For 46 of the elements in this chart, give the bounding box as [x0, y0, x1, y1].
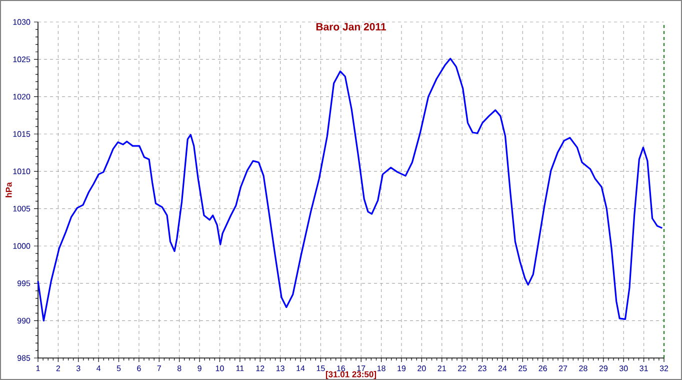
x-tick-label: 19	[398, 366, 406, 372]
x-axis-title: [31.01 23:50]	[326, 371, 376, 379]
x-tick-label: 21	[438, 366, 446, 372]
y-tick-label: 990	[17, 318, 30, 324]
y-tick-label: 1020	[13, 94, 30, 100]
x-tick-label: 25	[518, 366, 527, 372]
y-tick-label: 1010	[13, 168, 30, 174]
x-tick-label: 1	[36, 366, 40, 372]
y-tick-label: 1015	[13, 131, 30, 137]
y-tick-label: 985	[17, 355, 30, 361]
x-tick-label: 5	[116, 366, 121, 372]
x-tick-label: 22	[458, 366, 466, 372]
y-axis-title: hPa	[6, 182, 12, 198]
x-tick-label: 17	[357, 366, 366, 372]
x-tick-label: 8	[177, 366, 182, 372]
x-tick-label: 6	[137, 366, 141, 372]
x-tick-label: 9	[198, 366, 202, 372]
x-tick-label: 20	[418, 366, 426, 372]
x-tick-label: 18	[377, 366, 386, 372]
x-tick-label: 16	[337, 366, 345, 372]
x-tick-label: 24	[498, 366, 507, 372]
x-tick-label: 30	[619, 366, 628, 372]
chart-title: Baro Jan 2011	[316, 23, 386, 30]
x-tick-label: 31	[640, 366, 648, 372]
line-series	[37, 58, 663, 322]
y-tick-label: 995	[17, 280, 30, 286]
x-tick-label: 15	[316, 366, 325, 372]
x-tick-label: 2	[56, 366, 60, 372]
y-tick-label: 1025	[13, 56, 30, 62]
x-tick-label: 7	[157, 366, 161, 372]
x-tick-label: 28	[579, 366, 588, 372]
x-tick-label: 27	[558, 366, 568, 372]
x-tick-label: 10	[216, 366, 224, 372]
x-tick-label: 13	[276, 366, 284, 372]
x-tick-label: 12	[256, 366, 264, 372]
y-tick-label: 1030	[13, 19, 30, 25]
y-tick-label: 1005	[13, 206, 30, 212]
x-tick-label: 4	[96, 366, 101, 372]
x-tick-label: 3	[76, 366, 80, 372]
x-tick-label: 29	[599, 366, 608, 372]
x-tick-label: 32	[660, 366, 668, 372]
x-tick-label: 14	[296, 366, 305, 372]
x-tick-label: 26	[538, 366, 547, 372]
x-tick-label: 11	[236, 366, 244, 372]
y-tick-label: 1000	[13, 243, 30, 249]
x-tick-label: 23	[478, 366, 486, 372]
